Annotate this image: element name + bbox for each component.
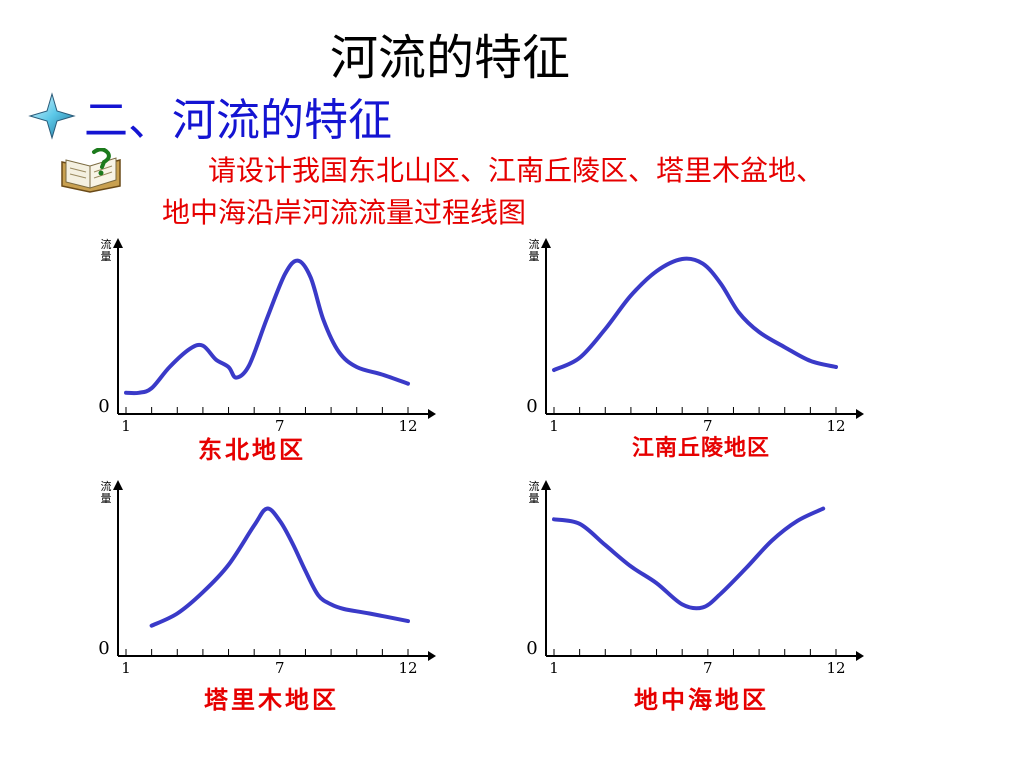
y-axis-label-char: 量	[529, 492, 540, 505]
y-axis-label-char: 量	[101, 492, 112, 505]
y-axis-label-char: 流	[101, 479, 112, 493]
x-axis-arrow-icon	[428, 651, 436, 661]
section-heading-row: 二、河流的特征	[28, 88, 392, 146]
x-tick-label: 1	[121, 659, 131, 677]
y-axis-label-char: 量	[529, 250, 540, 263]
task-prompt-line1: 请设计我国东北山区、江南丘陵区、塔里木盆地、	[208, 154, 825, 187]
x-tick-label: 1	[549, 659, 559, 677]
chart-mediterranean-svg: 流量 01 7 12	[526, 479, 864, 677]
x-tick-label: 12	[398, 659, 417, 677]
chart-northeast: 流量 0 1 7 12	[80, 228, 440, 458]
chart-tarim-caption: 塔里木地区	[204, 685, 339, 714]
chart-tarim: 流量 0 1 7 12	[80, 470, 440, 700]
flow-curve	[552, 256, 838, 372]
chart-mediterranean-caption: 地中海地区	[634, 685, 769, 714]
x-tick-label: 12	[398, 417, 417, 435]
task-prompt: 请设计我国东北山区、江南丘陵区、塔里木盆地、 地中海沿岸河流流量过程线图	[162, 150, 982, 234]
x-tick-label: 7	[275, 659, 285, 677]
flow-curve	[149, 506, 410, 628]
x-axis-arrow-icon	[856, 409, 864, 419]
y-axis-label-char: 流	[529, 237, 540, 251]
y-axis-arrow-icon	[541, 480, 551, 490]
x-tick-label: 7	[703, 417, 713, 435]
section-heading: 二、河流的特征	[84, 95, 392, 146]
chart-northeast-svg: 流量 01 7 12	[98, 237, 436, 435]
y-zero-label: 0	[98, 638, 109, 659]
x-tick-label: 1	[121, 417, 131, 435]
chart-jiangnan-caption: 江南丘陵地区	[632, 435, 771, 461]
chart-tarim-svg: 流量 01 7 12	[98, 479, 436, 677]
y-zero-label: 0	[98, 396, 109, 417]
slide-title: 河流的特征	[329, 30, 570, 86]
y-zero-label: 0	[526, 638, 537, 659]
x-tick-label: 12	[826, 417, 845, 435]
x-tick-label: 7	[275, 417, 285, 435]
y-axis-arrow-icon	[113, 480, 123, 490]
x-axis-arrow-icon	[856, 651, 864, 661]
chart-mediterranean: 流量 0 1 7 12	[508, 470, 868, 700]
y-axis-label-char: 流	[101, 237, 112, 251]
four-point-star-icon	[28, 92, 76, 140]
flow-curve	[124, 258, 410, 396]
chart-jiangnan-svg: 流量 01 7 12	[526, 237, 864, 435]
x-tick-label: 12	[826, 659, 845, 677]
y-axis-label-char: 量	[101, 250, 112, 263]
y-axis-arrow-icon	[113, 238, 123, 248]
chart-northeast-caption: 东北地区	[198, 435, 306, 464]
x-axis-arrow-icon	[428, 409, 436, 419]
flow-curve	[552, 506, 826, 611]
x-tick-label: 1	[549, 417, 559, 435]
x-tick-label: 7	[703, 659, 713, 677]
y-axis-arrow-icon	[541, 238, 551, 248]
question-book-icon	[61, 148, 121, 193]
chart-jiangnan: 流量 0 1 7 12	[508, 228, 868, 458]
task-prompt-line2: 地中海沿岸河流流量过程线图	[162, 196, 527, 229]
y-zero-label: 0	[526, 396, 537, 417]
y-axis-label-char: 流	[529, 479, 540, 493]
